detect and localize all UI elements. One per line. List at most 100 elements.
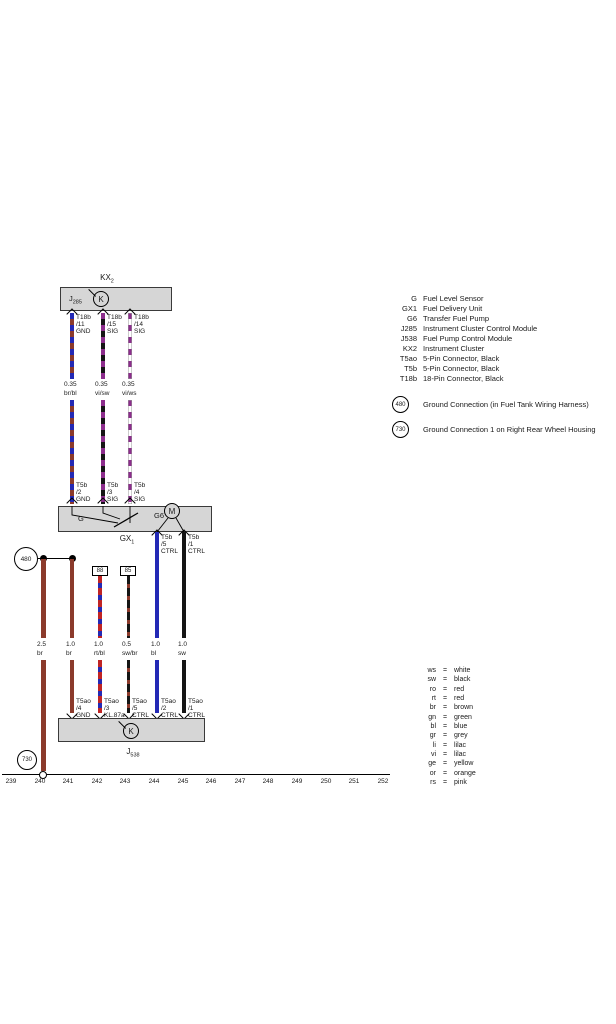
ground-730-symbol: 730 bbox=[17, 750, 37, 770]
equals-sign: = bbox=[443, 723, 448, 730]
legend-code: T18b bbox=[399, 374, 417, 383]
track-number: 244 bbox=[148, 778, 160, 785]
connector-label-t5b-1: T5b/1 CTRL bbox=[188, 534, 205, 555]
color-name: yellow bbox=[454, 760, 474, 767]
wire-gauge-label: 1.0 br bbox=[66, 641, 76, 657]
wire-gauge-label: 1.0 rt/bl bbox=[94, 641, 105, 657]
ground-bus-line bbox=[38, 558, 72, 559]
color-name: green bbox=[454, 714, 472, 721]
legend-code: J285 bbox=[400, 324, 417, 333]
wire-sw bbox=[182, 660, 186, 713]
color-name: lilac bbox=[454, 751, 467, 758]
equals-sign: = bbox=[443, 770, 448, 777]
equals-sign: = bbox=[443, 751, 448, 758]
wire-rt-bl bbox=[98, 660, 102, 713]
equals-sign: = bbox=[443, 695, 448, 702]
j285-label: J285 bbox=[69, 294, 82, 306]
wire-br-bl bbox=[70, 400, 74, 504]
gx1-label: GX1 bbox=[119, 534, 135, 546]
transfer-pump-label: G6 bbox=[154, 511, 165, 520]
wire-br-2-5 bbox=[41, 559, 46, 638]
color-name: grey bbox=[454, 732, 468, 739]
connector-label-t5b-5: T5b/5 CTRL bbox=[161, 534, 178, 555]
legend-desc: Transfer Fuel Pump bbox=[423, 314, 489, 323]
track-number: 241 bbox=[62, 778, 74, 785]
track-number: 252 bbox=[377, 778, 389, 785]
color-abbr: li bbox=[432, 742, 436, 749]
track-number: 243 bbox=[119, 778, 131, 785]
color-abbr: rs bbox=[430, 779, 436, 786]
splice-ref-85: 85 bbox=[120, 566, 136, 576]
color-name: orange bbox=[454, 770, 476, 777]
color-abbr: sw bbox=[427, 676, 436, 683]
color-abbr: rt bbox=[431, 695, 436, 702]
connector-label-t18b-14: T18b/14 SIG bbox=[134, 314, 149, 335]
wire-gauge-label: 0.5 sw/br bbox=[122, 641, 138, 657]
equals-sign: = bbox=[443, 676, 448, 683]
color-abbr: br bbox=[429, 704, 436, 711]
legend-code: GX1 bbox=[401, 304, 417, 313]
j538-k-icon: K bbox=[123, 723, 139, 739]
wire-br-1-0 bbox=[70, 559, 74, 638]
legend-desc: Instrument Cluster Control Module bbox=[423, 324, 538, 333]
connector-label-t5b-3: T5b/3 SIG bbox=[107, 482, 119, 503]
color-name: red bbox=[454, 686, 465, 693]
color-abbr: ge bbox=[428, 760, 436, 767]
equals-sign: = bbox=[443, 667, 448, 674]
kx2-label: KX2 bbox=[100, 273, 114, 285]
wire-bl bbox=[155, 532, 159, 638]
legend-code: T5b bbox=[404, 364, 417, 373]
equals-sign: = bbox=[443, 779, 448, 786]
equals-sign: = bbox=[443, 704, 448, 711]
color-name: white bbox=[454, 667, 471, 674]
legend-code: G6 bbox=[406, 314, 417, 323]
wire-vi-sw bbox=[101, 400, 105, 504]
wire-vi-ws bbox=[128, 400, 132, 504]
track-number: 246 bbox=[205, 778, 217, 785]
legend-desc: 5-Pin Connector, Black bbox=[423, 354, 500, 363]
instrument-cluster-k-icon: K bbox=[93, 291, 109, 307]
color-abbr: vi bbox=[430, 751, 436, 758]
pump-motor-icon: M bbox=[164, 503, 180, 519]
legend-desc: Fuel Pump Control Module bbox=[423, 334, 513, 343]
wire-br-2-5 bbox=[41, 660, 46, 771]
equals-sign: = bbox=[443, 714, 448, 721]
ground-480-symbol: 480 bbox=[14, 547, 38, 571]
junction-dot bbox=[40, 555, 47, 562]
connector-label-t18b-11: T18b/11 GND bbox=[76, 314, 91, 335]
equals-sign: = bbox=[443, 760, 448, 767]
color-abbr: or bbox=[429, 770, 436, 777]
connector-label-t5b-4: T5b/4 SIG bbox=[134, 482, 146, 503]
legend-desc: Fuel Delivery Unit bbox=[423, 304, 483, 313]
wire-bl bbox=[155, 660, 159, 713]
bottom-rail-line bbox=[2, 774, 390, 776]
wire-gauge-label: 0.35 vi/sw bbox=[95, 381, 110, 397]
connector-label-t5ao-4: T5ao/4 GND bbox=[76, 698, 91, 719]
legend-ground-desc: Ground Connection 1 on Right Rear Wheel … bbox=[423, 425, 596, 434]
color-abbr: ws bbox=[427, 667, 436, 674]
wire-sw-br bbox=[127, 660, 130, 713]
track-number: 245 bbox=[177, 778, 189, 785]
color-abbr: ro bbox=[429, 686, 436, 693]
wire-rt-bl bbox=[98, 576, 102, 638]
track-number: 250 bbox=[320, 778, 332, 785]
color-name: brown bbox=[454, 704, 474, 711]
track-number: 240 bbox=[34, 778, 46, 785]
splice-ref-88: 88 bbox=[92, 566, 108, 576]
track-number: 239 bbox=[5, 778, 17, 785]
equals-sign: = bbox=[443, 742, 448, 749]
fuel-delivery-unit-box bbox=[58, 506, 212, 532]
legend-desc: 18-Pin Connector, Black bbox=[423, 374, 504, 383]
color-abbr: bl bbox=[430, 723, 436, 730]
connector-label-t5ao-5: T5ao/5 CTRL bbox=[132, 698, 149, 719]
wire-gauge-label: 0.35 vi/ws bbox=[122, 381, 137, 397]
legend-ground-480-symbol: 480 bbox=[392, 396, 409, 413]
wire-br-1-0 bbox=[70, 660, 74, 713]
track-number: 247 bbox=[234, 778, 246, 785]
legend-code: T5ao bbox=[399, 354, 417, 363]
wire-gauge-label: 1.0 sw bbox=[178, 641, 188, 657]
legend-desc: Fuel Level Sensor bbox=[423, 294, 484, 303]
legend-ground-730-symbol: 730 bbox=[392, 421, 409, 438]
instrument-cluster-box: J285 K bbox=[60, 287, 172, 311]
